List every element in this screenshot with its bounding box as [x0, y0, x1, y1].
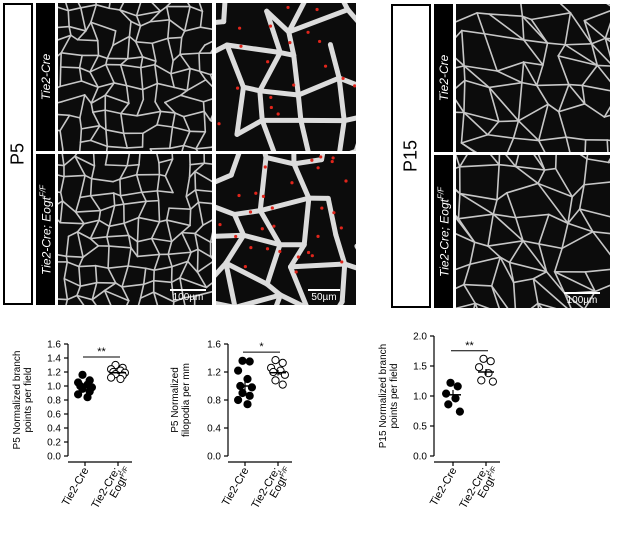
data-point — [84, 394, 91, 401]
p15-genotype-top-label: Tie2-Cre — [437, 55, 451, 102]
y-tick-label: 2.0 — [413, 332, 427, 343]
category-label-sup: F/F — [487, 466, 498, 479]
data-point — [478, 377, 485, 384]
p15-scalebar-label: 100µm — [567, 295, 598, 306]
data-point — [476, 364, 483, 371]
data-point — [235, 396, 242, 403]
significance-stars: ** — [465, 340, 474, 352]
y-tick-label: 0.8 — [207, 396, 221, 407]
y-tick-label: 0.0 — [413, 452, 427, 463]
y-tick-label: 0.0 — [47, 452, 61, 463]
y-axis-label-line1: P15 Normalized branch — [378, 344, 389, 449]
p5-genotype-bar-bottom: Tie2-Cre; EogtF/F — [36, 154, 55, 305]
data-point — [454, 383, 461, 390]
data-point — [246, 392, 253, 399]
y-axis-label: P5 Normalized branchpoints per field — [12, 351, 34, 450]
y-axis-label: P15 Normalized branchpoints per field — [378, 344, 400, 449]
y-tick-label: 1.0 — [413, 392, 427, 403]
data-point — [246, 358, 253, 365]
y-tick-label: 0.8 — [47, 396, 61, 407]
data-point — [117, 375, 124, 382]
p5-genotype-bottom-sup: F/F — [38, 185, 47, 197]
data-point — [79, 371, 86, 378]
y-axis-label-line2: filopodia per mm — [181, 363, 192, 437]
category-label-sup: F/F — [119, 466, 130, 479]
p5-genotype-bar-top: Tie2-Cre — [36, 3, 55, 151]
category-label-sup: F/F — [279, 466, 290, 479]
data-point — [456, 408, 463, 415]
y-tick-label: 0.4 — [47, 424, 61, 435]
y-tick-label: 1.4 — [47, 354, 61, 365]
category-label-control: Tie2-Cre — [60, 466, 92, 509]
p5-scalebar-right-label: 50µm — [311, 292, 336, 303]
p5-genotype-bottom-main: Tie2-Cre; Eogt — [39, 197, 53, 275]
significance-stars: * — [259, 341, 264, 353]
data-point — [244, 401, 251, 408]
data-point — [489, 378, 496, 385]
p15-genotype-bottom-label: Tie2-Cre; EogtF/F — [436, 187, 451, 277]
data-point — [108, 374, 115, 381]
chart-p5-filopodia: 0.0 0.4 0.8 1.2 1.6 P5 Normalizedfilopodia pe… — [160, 318, 310, 535]
p5-control-network-image — [58, 3, 212, 151]
y-tick-label: 0.4 — [207, 424, 221, 435]
y-tick-label: 0.0 — [207, 452, 221, 463]
data-point — [248, 384, 255, 391]
chart-p5-branch-points: 0.0 0.2 0.4 0.6 0.8 1.0 1.2 1.4 1.6 P5 Normalized… — [0, 318, 150, 535]
p5-mutant-filopodia-image: 50µm — [216, 154, 356, 305]
data-point — [443, 390, 450, 397]
p5-stage-box: P5 — [3, 3, 33, 305]
y-tick-label: 0.5 — [413, 422, 427, 433]
data-point — [272, 357, 279, 364]
p5-genotype-bottom-label: Tie2-Cre; EogtF/F — [38, 185, 53, 275]
y-axis-label-line1: P5 Normalized branch — [12, 351, 23, 450]
y-tick-label: 1.6 — [47, 340, 61, 351]
p15-genotype-bottom-main: Tie2-Cre; Eogt — [437, 199, 451, 277]
y-axis-label-line2: points per field — [389, 363, 400, 428]
y-axis-label: P5 Normalizedfilopodia per mm — [170, 363, 192, 437]
chart-p5-filopodia-svg: 0.0 0.4 0.8 1.2 1.6 P5 Normalizedfilopodia pe… — [160, 318, 310, 535]
chart-p15-branch-points-svg: 0.0 0.5 1.0 1.5 2.0 P15 Normalized branchpoin… — [370, 312, 520, 535]
data-point — [279, 381, 286, 388]
significance-stars: ** — [97, 346, 106, 358]
y-tick-label: 1.6 — [207, 340, 221, 351]
y-axis-label-line1: P5 Normalized — [170, 367, 181, 433]
p15-control-network-image — [456, 4, 610, 152]
data-point — [279, 359, 286, 366]
data-point — [75, 391, 82, 398]
p5-mutant-network-image: 100µm — [58, 154, 212, 305]
p5-scalebar-left: 100µm — [168, 289, 208, 303]
y-tick-label: 1.5 — [413, 362, 427, 373]
chart-p5-branch-points-svg: 0.0 0.2 0.4 0.6 0.8 1.0 1.2 1.4 1.6 P5 Normalized… — [0, 318, 150, 535]
p5-scalebar-left-label: 100µm — [173, 292, 204, 303]
data-point — [272, 377, 279, 384]
p15-genotype-bar-top: Tie2-Cre — [434, 4, 453, 152]
p15-genotype-bottom-sup: F/F — [436, 187, 445, 199]
data-point — [480, 355, 487, 362]
data-point — [445, 401, 452, 408]
p5-control-filopodia-image — [216, 3, 356, 151]
p15-stage-label: P15 — [401, 140, 422, 172]
y-tick-label: 1.2 — [47, 368, 61, 379]
category-label-control: Tie2-Cre — [428, 466, 460, 509]
data-point — [239, 357, 246, 364]
p5-scalebar-right: 50µm — [304, 289, 344, 303]
y-tick-label: 0.2 — [47, 438, 61, 449]
data-point — [447, 379, 454, 386]
category-label-control: Tie2-Cre — [220, 466, 252, 509]
data-point — [235, 367, 242, 374]
p15-genotype-bar-bottom: Tie2-Cre; EogtF/F — [434, 155, 453, 308]
y-axis-label-line2: points per field — [23, 367, 34, 432]
data-point — [487, 358, 494, 365]
p15-scalebar: 100µm — [562, 292, 602, 306]
p15-mutant-network-image: 100µm — [456, 155, 610, 308]
p15-stage-box: P15 — [391, 4, 431, 308]
p5-stage-label: P5 — [8, 143, 29, 165]
p5-genotype-top-label: Tie2-Cre — [39, 54, 53, 101]
chart-p15-branch-points: 0.0 0.5 1.0 1.5 2.0 P15 Normalized branchpoin… — [370, 312, 520, 535]
y-tick-label: 1.2 — [207, 368, 221, 379]
y-tick-label: 1.0 — [47, 382, 61, 393]
y-tick-label: 0.6 — [47, 410, 61, 421]
